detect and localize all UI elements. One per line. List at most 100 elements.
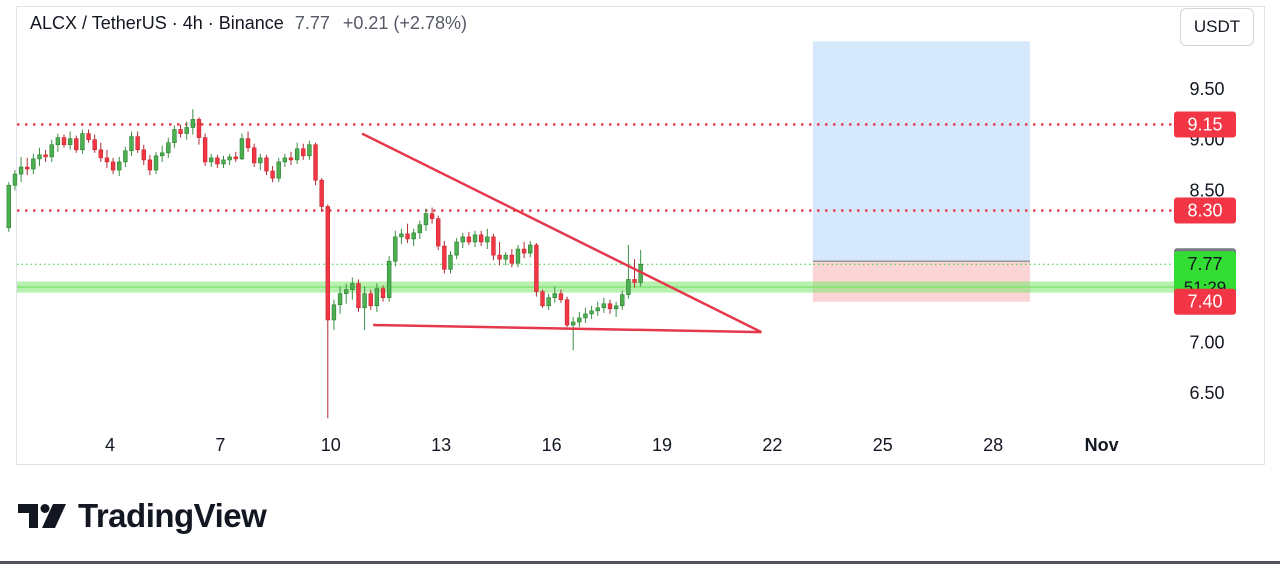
candle xyxy=(129,131,134,156)
candle-body xyxy=(509,254,515,264)
candle xyxy=(534,242,539,297)
candle-body xyxy=(233,156,238,160)
x-tick-label: 28 xyxy=(983,435,1003,455)
candle-body xyxy=(80,133,85,151)
candle-body xyxy=(221,159,226,165)
candle xyxy=(74,135,79,153)
candle-body xyxy=(258,157,263,164)
candle xyxy=(86,129,91,143)
candle xyxy=(98,142,104,162)
candle xyxy=(147,154,153,176)
candle xyxy=(436,215,441,251)
candle-body xyxy=(344,289,349,294)
candle xyxy=(454,237,459,260)
candle-body xyxy=(215,157,220,165)
candle xyxy=(620,290,625,310)
candle-body xyxy=(356,283,361,309)
price-chart[interactable]: 4 7 10 13 16 19 22 25 28 Nov9.509.008.507.006.50 … xyxy=(0,0,1280,470)
candle xyxy=(159,145,165,162)
x-tick-label: 22 xyxy=(762,435,782,455)
candle xyxy=(601,297,607,313)
candle xyxy=(577,311,582,328)
lines-layer xyxy=(17,123,1172,265)
candle-body xyxy=(595,307,600,312)
candle-body xyxy=(129,136,134,152)
last-price: 7.77 xyxy=(294,13,330,33)
candle-body xyxy=(74,138,79,151)
candle xyxy=(49,139,54,162)
candle xyxy=(411,228,416,247)
candle xyxy=(546,293,551,310)
candle xyxy=(417,220,423,239)
candle-body xyxy=(313,144,318,181)
candle-body xyxy=(534,244,539,292)
candle-body xyxy=(202,137,208,163)
candle-body xyxy=(276,161,281,179)
candle xyxy=(270,165,275,183)
candle-body xyxy=(153,155,159,171)
x-tick-label: 25 xyxy=(873,435,893,455)
candle xyxy=(264,154,269,176)
bottom-divider xyxy=(0,561,1280,564)
candle xyxy=(18,156,24,183)
candle xyxy=(67,131,73,150)
candle-body xyxy=(583,313,588,319)
candle xyxy=(374,283,380,312)
y-tick-label: 6.50 xyxy=(1189,383,1224,403)
candle xyxy=(239,133,245,160)
candle xyxy=(319,178,324,211)
candle-body xyxy=(239,138,245,160)
currency-button[interactable]: USDT xyxy=(1180,8,1254,46)
candle xyxy=(521,241,527,259)
candle xyxy=(337,286,343,314)
candle-body xyxy=(521,248,527,254)
tradingview-logo-icon xyxy=(18,504,66,528)
candle-body xyxy=(620,294,625,307)
candle xyxy=(448,251,453,274)
candle xyxy=(485,228,490,250)
candle-body xyxy=(429,213,435,219)
candle-body xyxy=(405,233,410,240)
candle-body xyxy=(147,159,153,171)
candle xyxy=(43,149,48,162)
candle-body xyxy=(601,303,607,309)
candle-body xyxy=(399,233,404,238)
candle xyxy=(190,109,196,135)
candle xyxy=(558,289,564,303)
candle xyxy=(509,249,515,268)
candle-body xyxy=(61,137,67,146)
candle xyxy=(478,230,484,247)
chart-frame xyxy=(16,6,1265,465)
candle-body xyxy=(25,166,30,170)
x-tick-label: Nov xyxy=(1085,435,1119,455)
y-tick-label: 8.50 xyxy=(1189,180,1224,200)
symbol-header: ALCX / TetherUS · 4h · Binance 7.77 +0.2… xyxy=(30,13,467,34)
x-tick-label: 7 xyxy=(215,435,225,455)
candle xyxy=(55,133,61,152)
candle xyxy=(393,230,398,267)
candle-body xyxy=(251,147,257,164)
candle-body xyxy=(319,179,324,207)
candle-body xyxy=(350,283,355,290)
candle-body xyxy=(331,304,337,321)
candle-body xyxy=(460,236,465,243)
candle-body xyxy=(264,157,269,172)
candle-body xyxy=(307,144,312,157)
candle xyxy=(380,285,386,302)
candle xyxy=(423,208,429,231)
candle xyxy=(80,129,85,154)
candle-body xyxy=(540,291,545,307)
candle-body xyxy=(362,293,367,309)
candle xyxy=(117,156,122,177)
candle-body xyxy=(104,157,110,163)
x-tick-label: 13 xyxy=(431,435,451,455)
candle-body xyxy=(558,293,564,301)
candle xyxy=(233,151,238,162)
candle xyxy=(313,142,318,186)
candle xyxy=(331,299,337,331)
candle xyxy=(288,151,294,165)
candle-body xyxy=(184,127,189,134)
candle-body xyxy=(528,244,533,254)
